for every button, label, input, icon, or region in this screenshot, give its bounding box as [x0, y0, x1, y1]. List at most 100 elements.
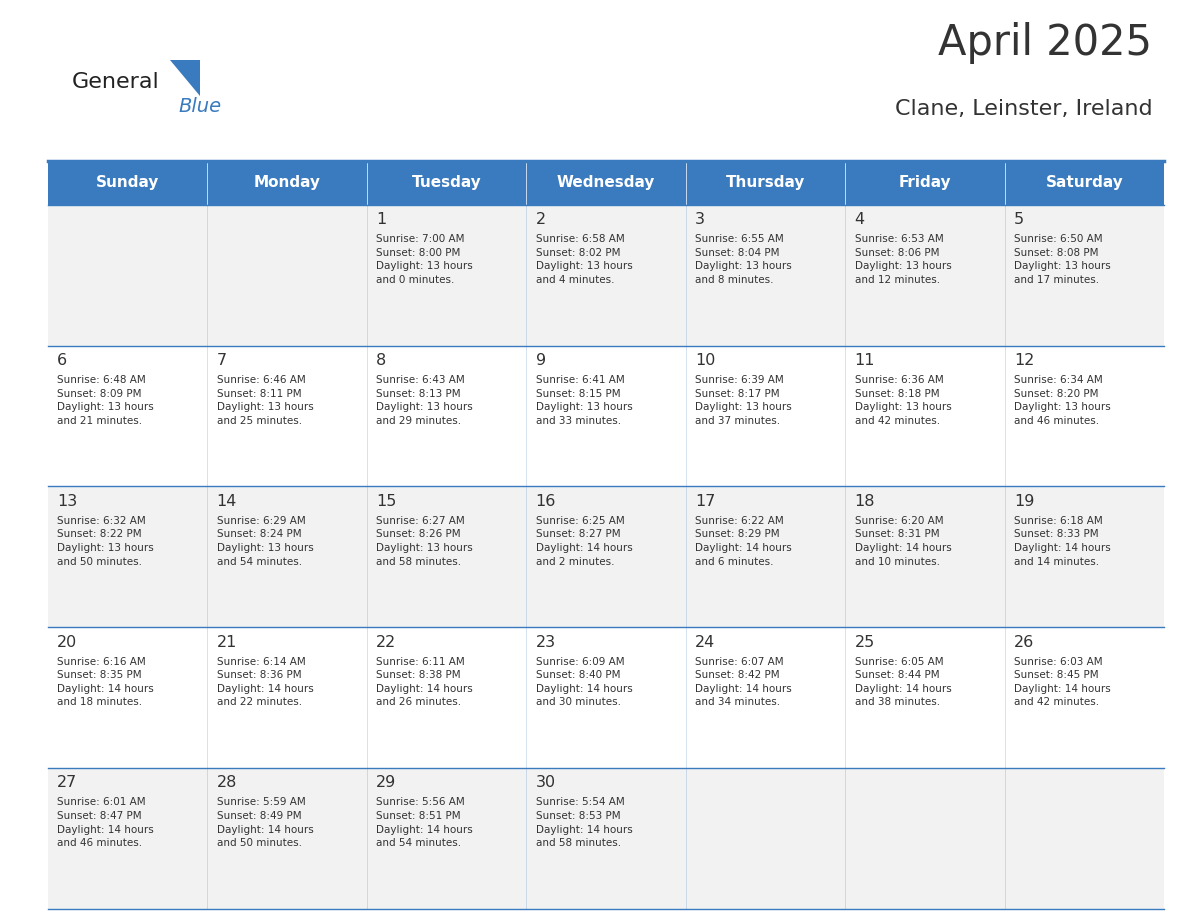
FancyBboxPatch shape [845, 161, 1005, 205]
FancyBboxPatch shape [207, 487, 367, 627]
Text: 2: 2 [536, 212, 545, 227]
FancyBboxPatch shape [526, 487, 685, 627]
Text: Sunrise: 6:48 AM
Sunset: 8:09 PM
Daylight: 13 hours
and 21 minutes.: Sunrise: 6:48 AM Sunset: 8:09 PM Dayligh… [57, 375, 153, 426]
Text: 22: 22 [377, 634, 397, 650]
Text: Sunrise: 6:32 AM
Sunset: 8:22 PM
Daylight: 13 hours
and 50 minutes.: Sunrise: 6:32 AM Sunset: 8:22 PM Dayligh… [57, 516, 153, 566]
Text: 24: 24 [695, 634, 715, 650]
Text: 16: 16 [536, 494, 556, 509]
FancyBboxPatch shape [845, 487, 1005, 627]
FancyBboxPatch shape [845, 627, 1005, 768]
Text: Sunrise: 6:11 AM
Sunset: 8:38 PM
Daylight: 14 hours
and 26 minutes.: Sunrise: 6:11 AM Sunset: 8:38 PM Dayligh… [377, 656, 473, 708]
FancyBboxPatch shape [845, 768, 1005, 909]
Text: Sunrise: 6:01 AM
Sunset: 8:47 PM
Daylight: 14 hours
and 46 minutes.: Sunrise: 6:01 AM Sunset: 8:47 PM Dayligh… [57, 798, 153, 848]
FancyBboxPatch shape [1005, 345, 1164, 487]
FancyBboxPatch shape [1005, 205, 1164, 345]
Text: 6: 6 [57, 353, 68, 368]
FancyBboxPatch shape [845, 345, 1005, 487]
FancyBboxPatch shape [207, 768, 367, 909]
FancyBboxPatch shape [367, 161, 526, 205]
Polygon shape [170, 60, 200, 96]
Text: Sunrise: 6:41 AM
Sunset: 8:15 PM
Daylight: 13 hours
and 33 minutes.: Sunrise: 6:41 AM Sunset: 8:15 PM Dayligh… [536, 375, 632, 426]
Text: Sunrise: 6:03 AM
Sunset: 8:45 PM
Daylight: 14 hours
and 42 minutes.: Sunrise: 6:03 AM Sunset: 8:45 PM Dayligh… [1015, 656, 1111, 708]
FancyBboxPatch shape [685, 768, 845, 909]
Text: Sunrise: 6:27 AM
Sunset: 8:26 PM
Daylight: 13 hours
and 58 minutes.: Sunrise: 6:27 AM Sunset: 8:26 PM Dayligh… [377, 516, 473, 566]
FancyBboxPatch shape [685, 627, 845, 768]
Text: Friday: Friday [898, 175, 952, 190]
FancyBboxPatch shape [48, 161, 207, 205]
Text: April 2025: April 2025 [939, 22, 1152, 64]
Text: Monday: Monday [253, 175, 321, 190]
Text: 17: 17 [695, 494, 715, 509]
Text: 21: 21 [216, 634, 236, 650]
Text: Sunrise: 6:55 AM
Sunset: 8:04 PM
Daylight: 13 hours
and 8 minutes.: Sunrise: 6:55 AM Sunset: 8:04 PM Dayligh… [695, 234, 792, 285]
Text: 27: 27 [57, 776, 77, 790]
Text: 20: 20 [57, 634, 77, 650]
Text: Sunrise: 5:54 AM
Sunset: 8:53 PM
Daylight: 14 hours
and 58 minutes.: Sunrise: 5:54 AM Sunset: 8:53 PM Dayligh… [536, 798, 632, 848]
Text: 13: 13 [57, 494, 77, 509]
FancyBboxPatch shape [367, 205, 526, 345]
FancyBboxPatch shape [207, 345, 367, 487]
Text: Sunrise: 6:16 AM
Sunset: 8:35 PM
Daylight: 14 hours
and 18 minutes.: Sunrise: 6:16 AM Sunset: 8:35 PM Dayligh… [57, 656, 153, 708]
Text: Sunrise: 6:18 AM
Sunset: 8:33 PM
Daylight: 14 hours
and 14 minutes.: Sunrise: 6:18 AM Sunset: 8:33 PM Dayligh… [1015, 516, 1111, 566]
Text: Sunrise: 6:20 AM
Sunset: 8:31 PM
Daylight: 14 hours
and 10 minutes.: Sunrise: 6:20 AM Sunset: 8:31 PM Dayligh… [854, 516, 952, 566]
Text: 9: 9 [536, 353, 545, 368]
FancyBboxPatch shape [1005, 627, 1164, 768]
FancyBboxPatch shape [845, 205, 1005, 345]
Text: Sunrise: 7:00 AM
Sunset: 8:00 PM
Daylight: 13 hours
and 0 minutes.: Sunrise: 7:00 AM Sunset: 8:00 PM Dayligh… [377, 234, 473, 285]
FancyBboxPatch shape [367, 345, 526, 487]
Text: Tuesday: Tuesday [411, 175, 481, 190]
Text: Sunrise: 6:22 AM
Sunset: 8:29 PM
Daylight: 14 hours
and 6 minutes.: Sunrise: 6:22 AM Sunset: 8:29 PM Dayligh… [695, 516, 792, 566]
Text: Sunrise: 6:05 AM
Sunset: 8:44 PM
Daylight: 14 hours
and 38 minutes.: Sunrise: 6:05 AM Sunset: 8:44 PM Dayligh… [854, 656, 952, 708]
Text: 30: 30 [536, 776, 556, 790]
Text: 15: 15 [377, 494, 397, 509]
Text: 28: 28 [216, 776, 236, 790]
Text: Sunrise: 6:25 AM
Sunset: 8:27 PM
Daylight: 14 hours
and 2 minutes.: Sunrise: 6:25 AM Sunset: 8:27 PM Dayligh… [536, 516, 632, 566]
FancyBboxPatch shape [48, 627, 207, 768]
Text: 8: 8 [377, 353, 386, 368]
FancyBboxPatch shape [207, 161, 367, 205]
Text: Sunrise: 6:34 AM
Sunset: 8:20 PM
Daylight: 13 hours
and 46 minutes.: Sunrise: 6:34 AM Sunset: 8:20 PM Dayligh… [1015, 375, 1111, 426]
Text: Thursday: Thursday [726, 175, 805, 190]
FancyBboxPatch shape [526, 345, 685, 487]
FancyBboxPatch shape [526, 768, 685, 909]
Text: Wednesday: Wednesday [557, 175, 655, 190]
FancyBboxPatch shape [48, 205, 207, 345]
FancyBboxPatch shape [1005, 161, 1164, 205]
FancyBboxPatch shape [367, 487, 526, 627]
Text: Sunrise: 5:56 AM
Sunset: 8:51 PM
Daylight: 14 hours
and 54 minutes.: Sunrise: 5:56 AM Sunset: 8:51 PM Dayligh… [377, 798, 473, 848]
FancyBboxPatch shape [685, 345, 845, 487]
Text: Sunrise: 6:39 AM
Sunset: 8:17 PM
Daylight: 13 hours
and 37 minutes.: Sunrise: 6:39 AM Sunset: 8:17 PM Dayligh… [695, 375, 792, 426]
Text: 29: 29 [377, 776, 397, 790]
FancyBboxPatch shape [685, 161, 845, 205]
Text: 18: 18 [854, 494, 876, 509]
Text: General: General [71, 72, 159, 92]
Text: 4: 4 [854, 212, 865, 227]
Text: Blue: Blue [178, 97, 221, 117]
Text: Sunrise: 6:36 AM
Sunset: 8:18 PM
Daylight: 13 hours
and 42 minutes.: Sunrise: 6:36 AM Sunset: 8:18 PM Dayligh… [854, 375, 952, 426]
Text: 19: 19 [1015, 494, 1035, 509]
FancyBboxPatch shape [526, 205, 685, 345]
Text: Sunrise: 6:58 AM
Sunset: 8:02 PM
Daylight: 13 hours
and 4 minutes.: Sunrise: 6:58 AM Sunset: 8:02 PM Dayligh… [536, 234, 632, 285]
FancyBboxPatch shape [48, 768, 207, 909]
Text: 14: 14 [216, 494, 236, 509]
FancyBboxPatch shape [526, 161, 685, 205]
Text: 1: 1 [377, 212, 386, 227]
Text: Saturday: Saturday [1045, 175, 1124, 190]
FancyBboxPatch shape [48, 487, 207, 627]
Text: 7: 7 [216, 353, 227, 368]
Text: Sunrise: 6:07 AM
Sunset: 8:42 PM
Daylight: 14 hours
and 34 minutes.: Sunrise: 6:07 AM Sunset: 8:42 PM Dayligh… [695, 656, 792, 708]
FancyBboxPatch shape [207, 205, 367, 345]
FancyBboxPatch shape [685, 487, 845, 627]
Text: 25: 25 [854, 634, 874, 650]
Text: 5: 5 [1015, 212, 1024, 227]
Text: Sunrise: 6:09 AM
Sunset: 8:40 PM
Daylight: 14 hours
and 30 minutes.: Sunrise: 6:09 AM Sunset: 8:40 PM Dayligh… [536, 656, 632, 708]
Text: 26: 26 [1015, 634, 1035, 650]
FancyBboxPatch shape [1005, 487, 1164, 627]
Text: 12: 12 [1015, 353, 1035, 368]
Text: Sunrise: 5:59 AM
Sunset: 8:49 PM
Daylight: 14 hours
and 50 minutes.: Sunrise: 5:59 AM Sunset: 8:49 PM Dayligh… [216, 798, 314, 848]
FancyBboxPatch shape [207, 627, 367, 768]
Text: Sunrise: 6:50 AM
Sunset: 8:08 PM
Daylight: 13 hours
and 17 minutes.: Sunrise: 6:50 AM Sunset: 8:08 PM Dayligh… [1015, 234, 1111, 285]
Text: 11: 11 [854, 353, 876, 368]
FancyBboxPatch shape [1005, 768, 1164, 909]
Text: 10: 10 [695, 353, 715, 368]
